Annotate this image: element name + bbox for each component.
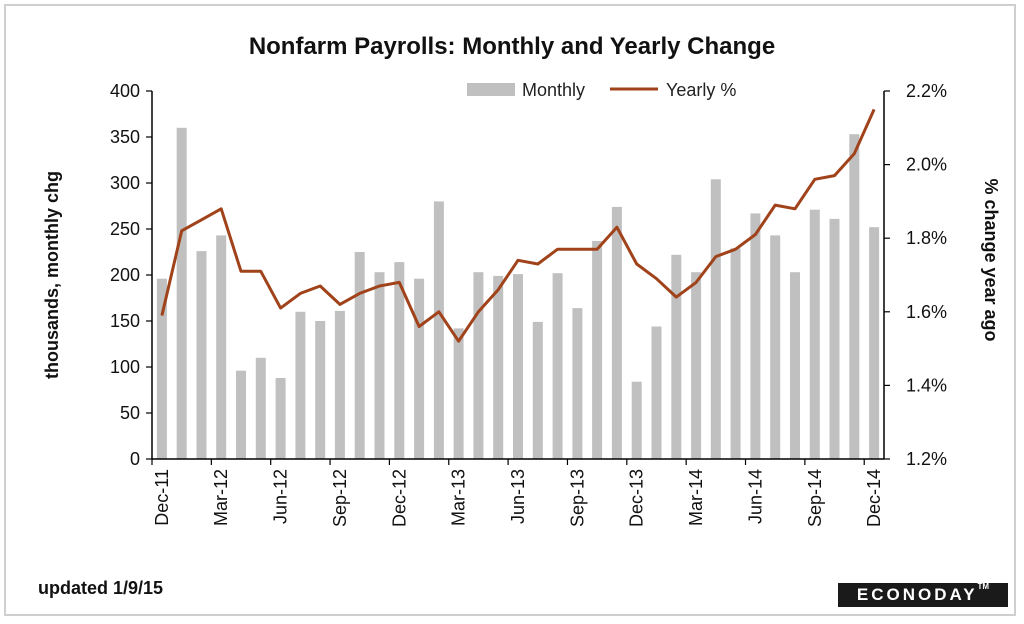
- brand-tm: TM: [977, 582, 990, 591]
- x-tick-label: Dec-12: [389, 469, 409, 527]
- y-left-tick-label: 400: [110, 81, 140, 101]
- y-left-tick-label: 0: [130, 449, 140, 469]
- bar-Jun-14: [750, 213, 761, 459]
- bar-Mar-12: [216, 235, 227, 459]
- x-tick-label: Jun-14: [745, 469, 765, 524]
- x-tick-label: Jun-12: [271, 469, 291, 524]
- bar-May-14: [730, 248, 741, 459]
- bar-Oct-12: [354, 252, 365, 459]
- bar-Sep-12: [334, 310, 345, 459]
- y-right-tick-label: 2.0%: [906, 155, 947, 175]
- y-left-axis-title: thousands, monthly chg: [42, 171, 62, 379]
- bar-Apr-13: [473, 272, 484, 459]
- bar-Dec-13: [631, 381, 642, 459]
- y-right-tick-label: 2.2%: [906, 81, 947, 101]
- bar-Jul-13: [532, 321, 543, 459]
- x-tick-label: Mar-13: [449, 469, 469, 526]
- x-tick-label: Dec-14: [864, 469, 884, 527]
- legend-monthly-swatch: [467, 83, 515, 96]
- bar-Jul-14: [770, 235, 781, 459]
- bar-Jan-13: [414, 278, 425, 459]
- x-tick-label: Jun-13: [508, 469, 528, 524]
- x-tick-label: Dec-11: [152, 469, 172, 526]
- bar-Dec-12: [394, 262, 405, 459]
- bar-Aug-13: [552, 273, 563, 459]
- y-left-tick-label: 100: [110, 357, 140, 377]
- x-tick-label: Dec-13: [627, 469, 647, 527]
- yearly-line: [160, 108, 876, 343]
- legend: Monthly Yearly %: [467, 80, 736, 100]
- legend-monthly-label: Monthly: [522, 80, 585, 100]
- updated-note: updated 1/9/15: [38, 578, 164, 598]
- monthly-bars: [156, 127, 880, 460]
- x-tick-label: Sep-14: [805, 469, 825, 527]
- legend-yearly-label: Yearly %: [666, 80, 736, 100]
- econoday-logo: ECONODAYTM: [838, 583, 1008, 607]
- bar-Feb-13: [433, 201, 444, 459]
- bar-Jan-14: [651, 326, 662, 459]
- y-left-tick-label: 200: [110, 265, 140, 285]
- y-right-tick-label: 1.6%: [906, 302, 947, 322]
- y-left-tick-label: 250: [110, 219, 140, 239]
- brand-name: ECONODAY: [856, 585, 978, 604]
- y-right-tick-label: 1.2%: [906, 449, 947, 469]
- y-left-tick-label: 300: [110, 173, 140, 193]
- bar-Feb-14: [671, 254, 682, 459]
- y-right-tick-label: 1.8%: [906, 228, 947, 248]
- bar-May-13: [493, 275, 504, 459]
- bar-Dec-14: [869, 227, 880, 459]
- y-left-tick-label: 50: [120, 403, 140, 423]
- bar-Apr-12: [236, 370, 246, 459]
- y-left-tick-label: 150: [110, 311, 140, 331]
- bar-Nov-13: [611, 206, 622, 459]
- x-tick-label: Mar-14: [686, 469, 706, 526]
- bar-Nov-12: [374, 272, 385, 459]
- x-tick-label: Sep-12: [330, 469, 350, 527]
- bar-Nov-14: [849, 134, 860, 459]
- bar-Aug-12: [315, 321, 326, 459]
- bar-Jun-13: [513, 274, 523, 459]
- bar-Jun-12: [275, 378, 286, 459]
- y-right-tick-label: 1.4%: [906, 375, 947, 395]
- bar-Mar-13: [453, 328, 464, 459]
- bar-Jan-12: [176, 127, 187, 460]
- bar-May-12: [255, 357, 266, 459]
- bar-Sep-13: [572, 308, 583, 459]
- chart-frame: [4, 4, 1016, 616]
- y-left-tick-label: 350: [110, 127, 140, 147]
- bar-Apr-14: [710, 179, 721, 460]
- x-tick-label: Mar-12: [211, 469, 231, 526]
- chart-title: Nonfarm Payrolls: Monthly and Yearly Cha…: [248, 33, 776, 60]
- bar-Sep-14: [809, 209, 820, 459]
- bar-Feb-12: [196, 251, 207, 459]
- bar-Mar-14: [691, 272, 702, 459]
- y-right-axis-title: % change year ago: [981, 178, 1001, 341]
- x-tick-label: Sep-13: [567, 469, 587, 527]
- bar-Aug-14: [790, 272, 800, 459]
- bar-Jul-12: [295, 311, 306, 459]
- bar-Dec-11: [156, 278, 167, 459]
- axes: 0 50 100 150 200 250 300 350 400 1.2% 1.4% 1.6% 1.8%…: [42, 81, 1001, 527]
- bar-Oct-14: [829, 218, 840, 459]
- bar-Oct-13: [592, 241, 603, 459]
